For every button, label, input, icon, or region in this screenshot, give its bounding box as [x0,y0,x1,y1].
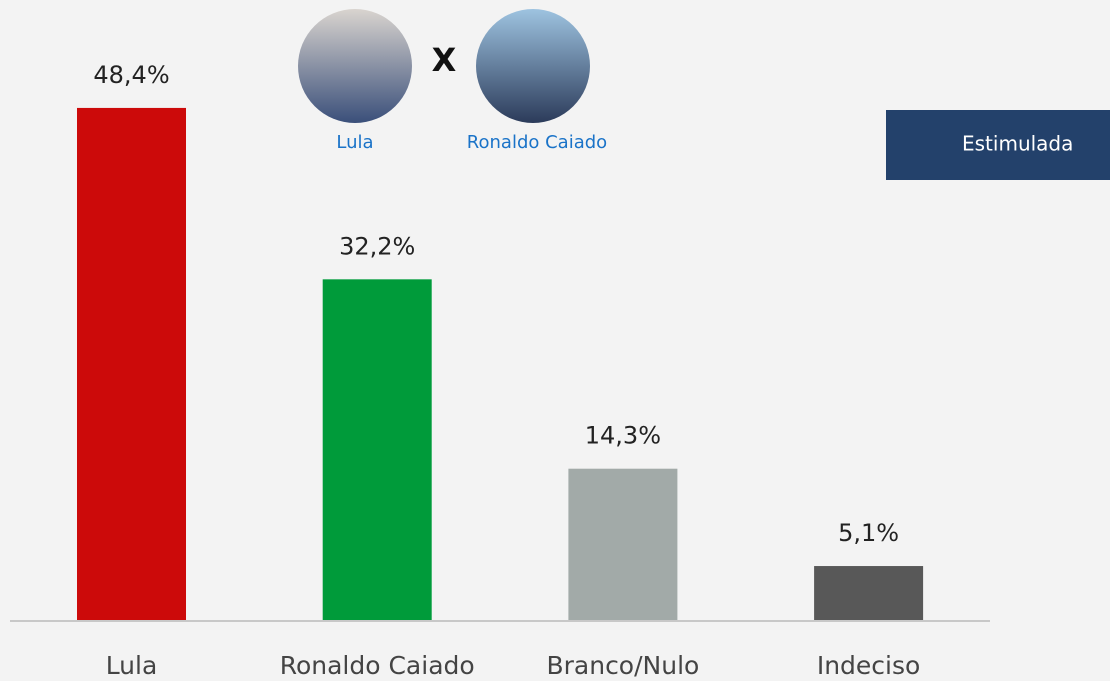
candidate-photo [298,9,412,123]
candidate-name: Ronaldo Caiado [467,132,607,153]
value-label: 14,3% [585,422,661,450]
candidate-name: Lula [336,132,373,153]
x-tick-label: Ronaldo Caiado [280,651,475,680]
x-tick-label: Lula [106,651,158,680]
value-label: 5,1% [838,519,899,547]
bar [322,279,432,620]
bar [568,468,678,620]
x-tick-label: Branco/Nulo [546,651,699,680]
value-label: 48,4% [93,61,169,89]
bar [77,107,186,621]
x-tick-label: Indeciso [817,651,920,680]
value-label: 32,2% [339,232,415,260]
versus: X [432,41,457,79]
button-label[interactable]: Estimulada [962,132,1073,156]
candidate-photo [476,9,590,123]
button[interactable] [886,110,1110,180]
bar [814,566,924,620]
